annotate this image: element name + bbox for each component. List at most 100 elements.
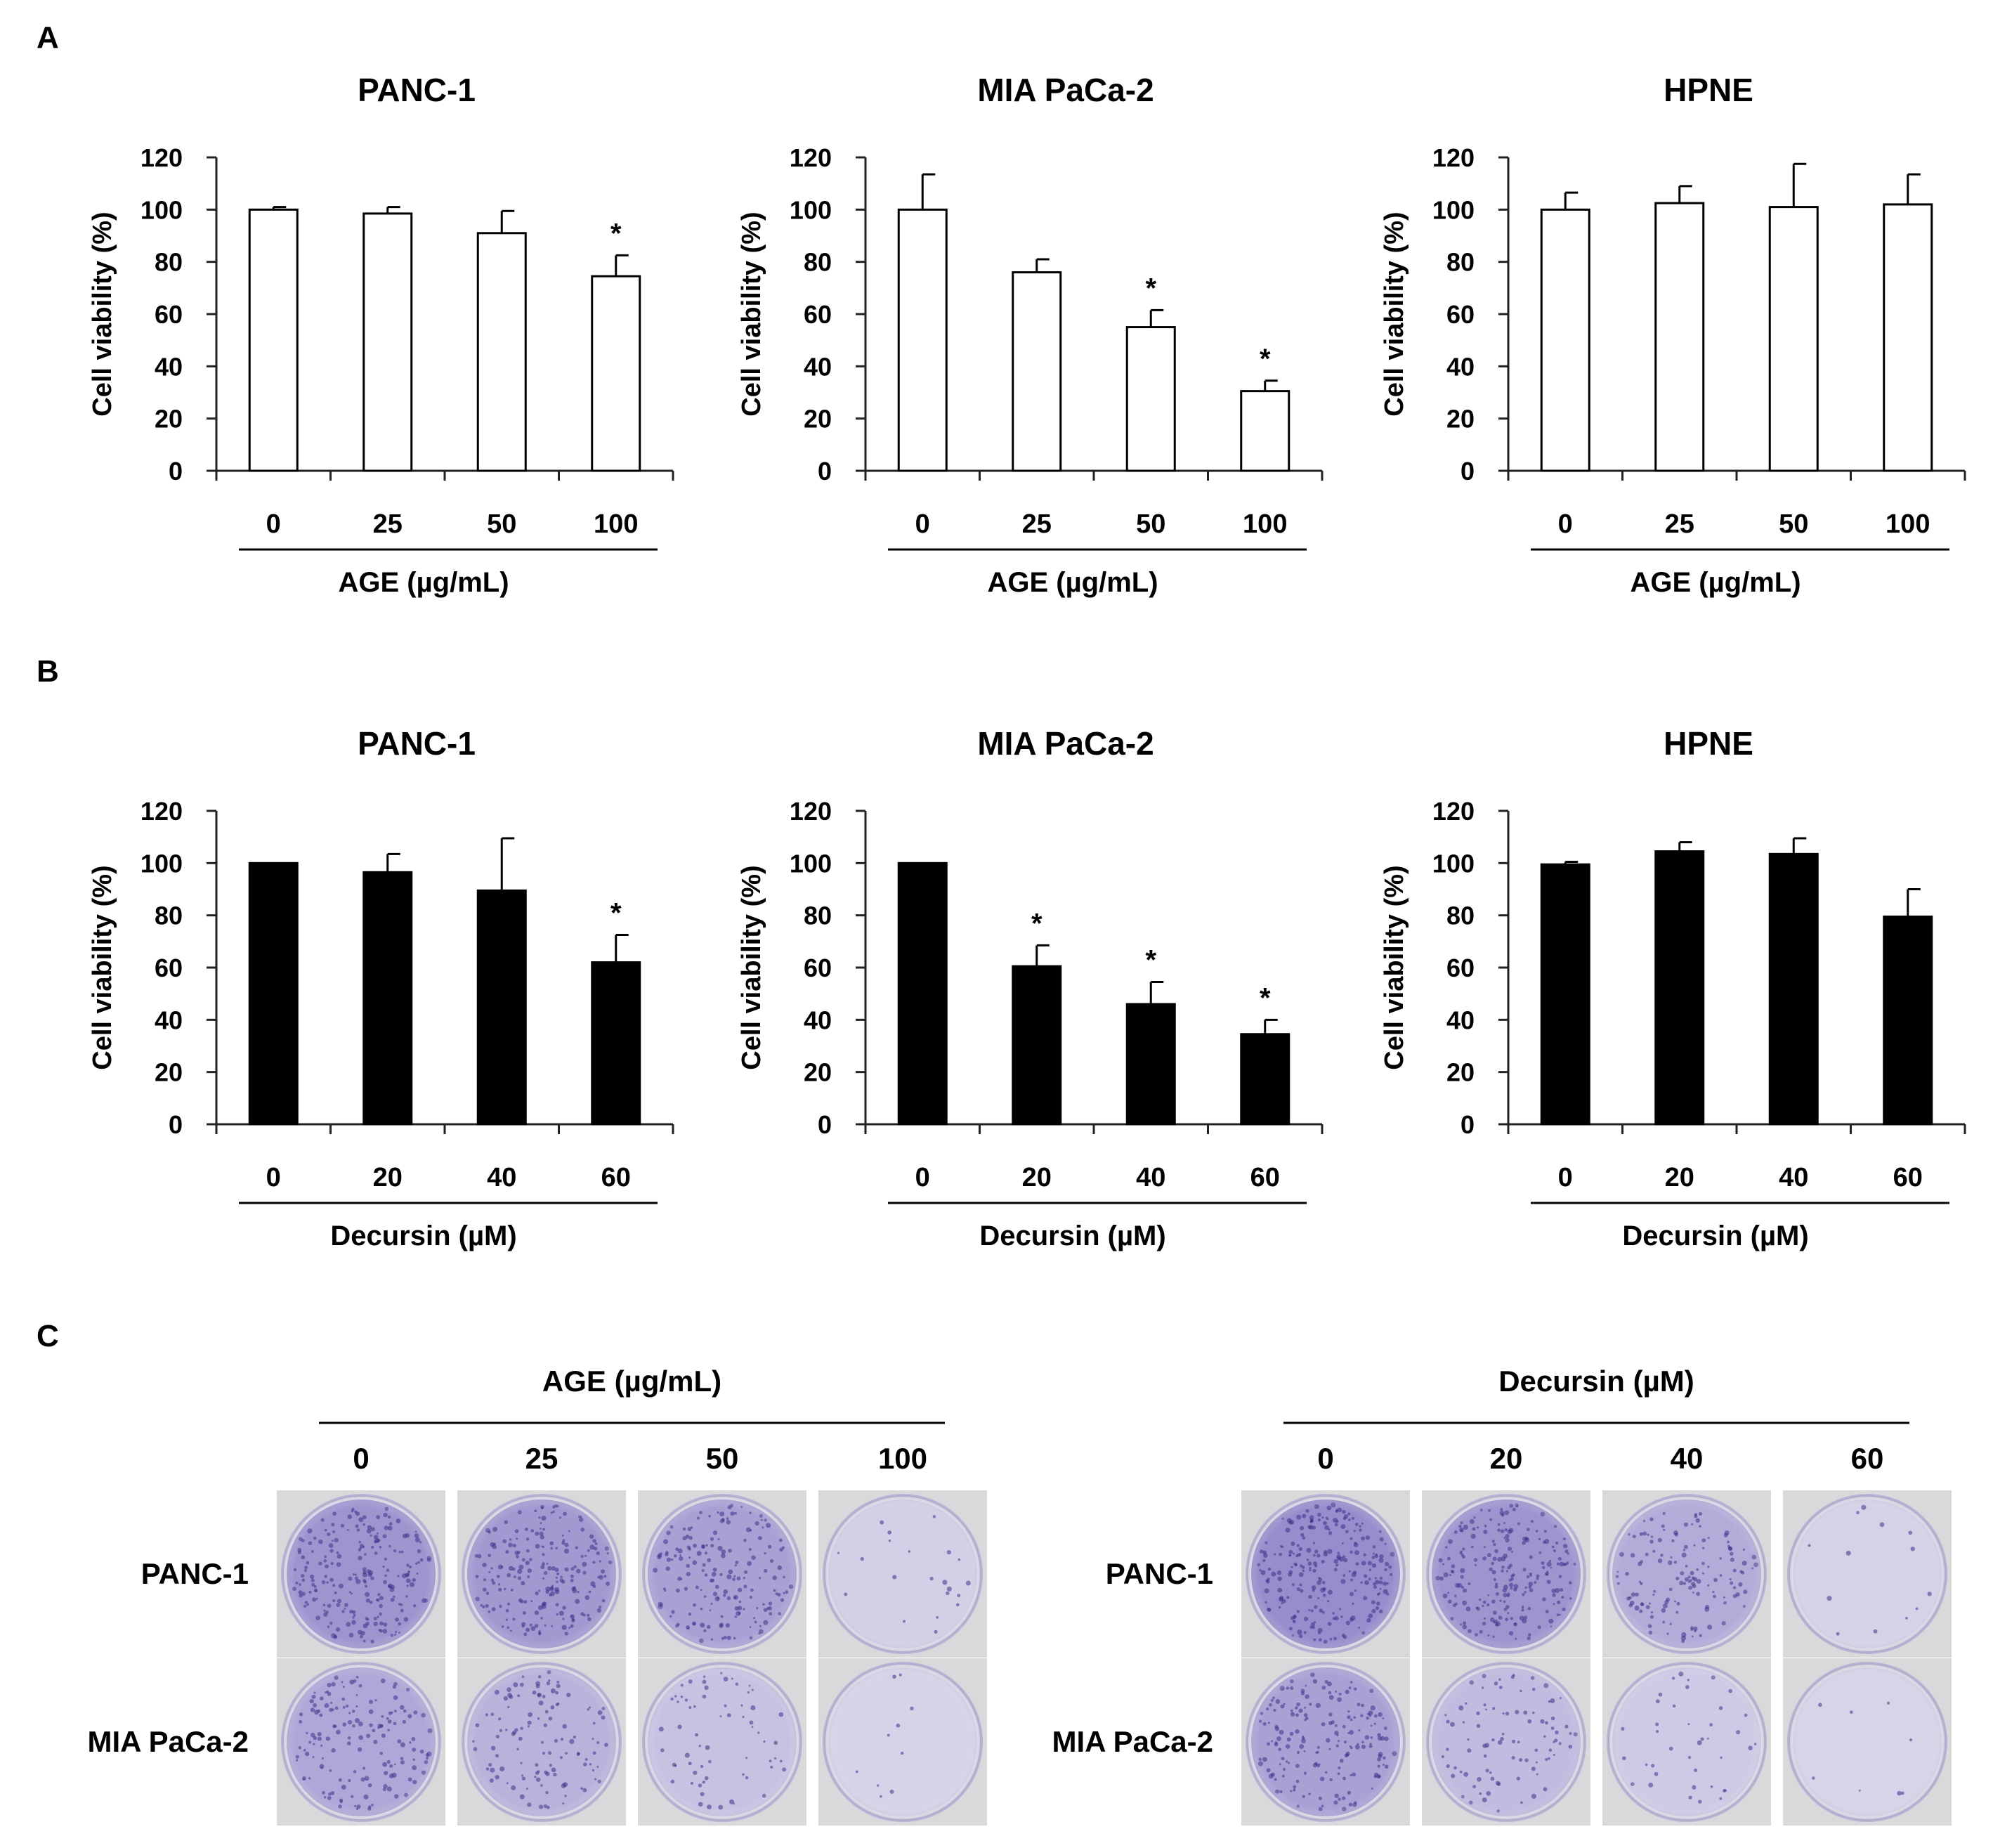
chart-title: PANC-1 — [358, 725, 476, 762]
well-shade — [824, 1663, 981, 1821]
x-axis-label: Decursin (µM) — [330, 1221, 516, 1251]
chart-title: MIA PaCa-2 — [977, 72, 1154, 108]
well-image — [1783, 1490, 1952, 1658]
bar — [1540, 863, 1590, 1126]
x-tick-label: 0 — [915, 1163, 930, 1192]
colony-group-1: Decursin (µM) 0 20 40 60 PANC-1 MIA PaCa-2 — [1052, 1365, 1952, 1826]
x-axis-label: AGE (µg/mL) — [1630, 567, 1801, 598]
cell-line-label: PANC-1 — [1106, 1557, 1213, 1590]
bar — [1654, 202, 1705, 472]
chart-title: PANC-1 — [358, 72, 476, 108]
well-image — [1783, 1658, 1952, 1826]
y-tick-label: 60 — [155, 300, 183, 329]
y-tick-label: 20 — [804, 405, 832, 434]
y-tick-label: 0 — [169, 457, 183, 486]
bar — [1125, 326, 1176, 472]
dose-label: 60 — [1851, 1442, 1884, 1475]
cell-line-label: MIA PaCa-2 — [1052, 1725, 1213, 1758]
bar — [248, 861, 299, 1126]
panel-letter-a: A — [37, 20, 59, 55]
bar — [591, 961, 641, 1126]
dose-label: 0 — [353, 1442, 369, 1475]
bar — [362, 212, 413, 472]
bar — [1883, 916, 1933, 1126]
y-tick-label: 60 — [1446, 954, 1475, 982]
y-tick-label: 80 — [155, 248, 183, 277]
well-shade — [282, 1663, 440, 1821]
x-tick-label: 40 — [1136, 1163, 1165, 1192]
y-tick-label: 60 — [155, 954, 183, 982]
significance-marker: * — [1145, 273, 1156, 304]
y-tick-label: 20 — [155, 405, 183, 434]
y-axis-label: Cell viability (%) — [737, 212, 766, 416]
chart-title: HPNE — [1664, 72, 1753, 108]
significance-marker: * — [610, 898, 622, 929]
x-tick-label: 0 — [266, 509, 281, 539]
x-axis-label: AGE (µg/mL) — [338, 567, 509, 598]
x-axis-label: Decursin (µM) — [979, 1221, 1165, 1251]
y-axis-label: Cell viability (%) — [88, 865, 117, 1069]
well-shade — [1427, 1495, 1585, 1653]
x-tick-label: 0 — [915, 509, 930, 539]
x-tick-label: 25 — [373, 509, 403, 539]
well-image — [277, 1658, 445, 1826]
y-tick-label: 120 — [141, 797, 183, 826]
chart-A-MIA: MIA PaCa-2 0 20 40 60 80 100 120 Cell viability … — [737, 72, 1324, 598]
x-tick-label: 100 — [1243, 509, 1287, 539]
cell-line-label: PANC-1 — [141, 1557, 249, 1590]
dose-label: 0 — [1317, 1442, 1333, 1475]
well-image — [638, 1658, 806, 1826]
y-tick-label: 40 — [1446, 1006, 1475, 1034]
y-tick-label: 40 — [804, 352, 832, 381]
well-image — [1422, 1490, 1590, 1658]
panel-letter-b: B — [37, 654, 59, 689]
y-tick-label: 100 — [1432, 195, 1475, 224]
y-tick-label: 60 — [1446, 300, 1475, 329]
y-tick-label: 40 — [1446, 352, 1475, 381]
y-tick-label: 60 — [804, 300, 832, 329]
well-shade — [643, 1495, 801, 1653]
chart-A-HPNE: HPNE 0 20 40 60 80 100 120 Cell viability (%) 0 25… — [1380, 72, 1966, 598]
treatment-label: AGE (µg/mL) — [542, 1365, 721, 1398]
x-axis-label: Decursin (µM) — [1622, 1221, 1808, 1251]
bar — [1240, 1033, 1290, 1126]
x-tick-label: 40 — [487, 1163, 516, 1192]
x-tick-label: 60 — [1893, 1163, 1923, 1192]
y-axis-label: Cell viability (%) — [88, 212, 117, 416]
well-shade — [1608, 1663, 1765, 1821]
y-tick-label: 0 — [818, 1110, 832, 1139]
y-tick-label: 80 — [1446, 902, 1475, 930]
bar-charts: PANC-1 0 20 40 60 80 100 120 Cell viability (%) 0… — [88, 72, 1966, 1251]
bar — [1125, 1003, 1176, 1126]
x-tick-label: 0 — [1558, 509, 1573, 539]
well-image — [1602, 1658, 1771, 1826]
y-tick-label: 60 — [804, 954, 832, 982]
y-tick-label: 80 — [804, 248, 832, 277]
well-image — [277, 1490, 445, 1658]
y-tick-label: 20 — [155, 1058, 183, 1087]
x-tick-label: 25 — [1022, 509, 1052, 539]
significance-marker: * — [1145, 944, 1156, 975]
chart-A-PANC-1: PANC-1 0 20 40 60 80 100 120 Cell viability (%) 0… — [88, 72, 674, 598]
y-tick-label: 0 — [169, 1110, 183, 1139]
bar — [476, 889, 527, 1126]
well-shade — [1247, 1495, 1404, 1653]
y-axis-label: Cell viability (%) — [737, 865, 766, 1069]
y-tick-label: 20 — [804, 1058, 832, 1087]
y-tick-label: 0 — [1461, 457, 1475, 486]
y-tick-label: 40 — [804, 1006, 832, 1034]
bar — [1768, 852, 1819, 1126]
bar — [1240, 390, 1290, 472]
cell-line-label: MIA PaCa-2 — [87, 1725, 249, 1758]
well-shade — [1608, 1495, 1765, 1653]
y-axis-label: Cell viability (%) — [1380, 212, 1409, 416]
y-tick-label: 100 — [141, 849, 183, 878]
y-tick-label: 0 — [1461, 1110, 1475, 1139]
well-shade — [1427, 1663, 1585, 1821]
bar — [362, 871, 413, 1126]
bar — [476, 232, 527, 472]
bar — [897, 861, 948, 1126]
bar — [591, 275, 641, 472]
dose-label: 20 — [1490, 1442, 1523, 1475]
y-tick-label: 0 — [818, 457, 832, 486]
